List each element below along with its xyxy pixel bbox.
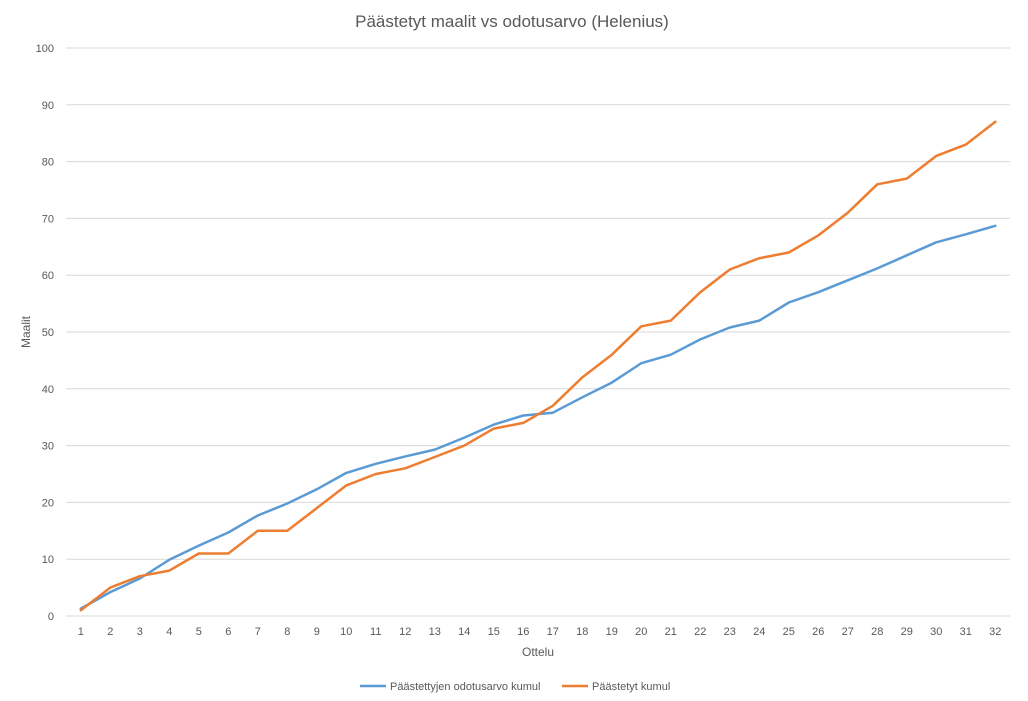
x-tick-label: 5 [196,626,202,638]
x-tick-label: 13 [429,626,441,638]
x-tick-label: 14 [458,626,470,638]
x-tick-label: 26 [812,626,824,638]
chart-title: Päästetyt maalit vs odotusarvo (Helenius… [355,12,669,31]
legend: Päästettyjen odotusarvo kumul Päästetyt k… [360,681,670,693]
series-line-1 [79,224,997,610]
x-tick-label: 10 [340,626,352,638]
x-tick-label: 8 [284,626,290,638]
x-tick-label: 24 [753,626,765,638]
y-tick-label: 60 [42,270,54,282]
x-tick-label: 4 [166,626,172,638]
x-tick-label: 31 [960,626,972,638]
x-tick-label: 18 [576,626,588,638]
y-tick-label: 0 [48,611,54,623]
y-tick-label: 30 [42,441,54,453]
x-tick-label: 30 [930,626,942,638]
gridlines [66,47,1010,617]
x-tick-label: 2 [107,626,113,638]
x-tick-label: 1 [78,626,84,638]
x-tick-label: 23 [724,626,736,638]
y-axis-title: Maalit [19,315,33,348]
y-tick-label: 80 [42,157,54,169]
x-tick-label: 20 [635,626,647,638]
x-tick-label: 16 [517,626,529,638]
x-tick-label: 28 [871,626,883,638]
legend-label-1: Päästettyjen odotusarvo kumul [390,681,540,693]
x-axis-ticks: 1 2 3 4 5 6 7 8 9 10 11 12 13 14 15 16 17 18 19 20 21 22 23 24 2… [78,626,1002,638]
x-tick-label: 27 [842,626,854,638]
x-tick-label: 12 [399,626,411,638]
x-tick-label: 9 [314,626,320,638]
x-tick-label: 11 [370,626,381,638]
x-tick-label: 17 [547,626,559,638]
y-axis-ticks: 0 10 20 30 40 50 60 70 80 90 100 [36,43,54,623]
x-tick-label: 32 [989,626,1001,638]
y-tick-label: 100 [36,43,54,55]
y-tick-label: 70 [42,213,54,225]
x-tick-label: 29 [901,626,913,638]
x-tick-label: 22 [694,626,706,638]
x-tick-label: 7 [255,626,261,638]
x-tick-label: 6 [225,626,231,638]
series-lines [79,120,997,612]
y-tick-label: 90 [42,100,54,112]
x-tick-label: 3 [137,626,143,638]
x-tick-label: 25 [783,626,795,638]
y-tick-label: 40 [42,384,54,396]
x-tick-label: 19 [606,626,618,638]
x-tick-label: 15 [488,626,500,638]
y-tick-label: 10 [42,554,54,566]
series-line-2 [79,120,997,612]
x-axis-title: Ottelu [522,645,554,659]
y-tick-label: 50 [42,327,54,339]
legend-label-2: Päästetyt kumul [592,681,670,693]
x-tick-label: 21 [665,626,677,638]
y-tick-label: 20 [42,497,54,509]
